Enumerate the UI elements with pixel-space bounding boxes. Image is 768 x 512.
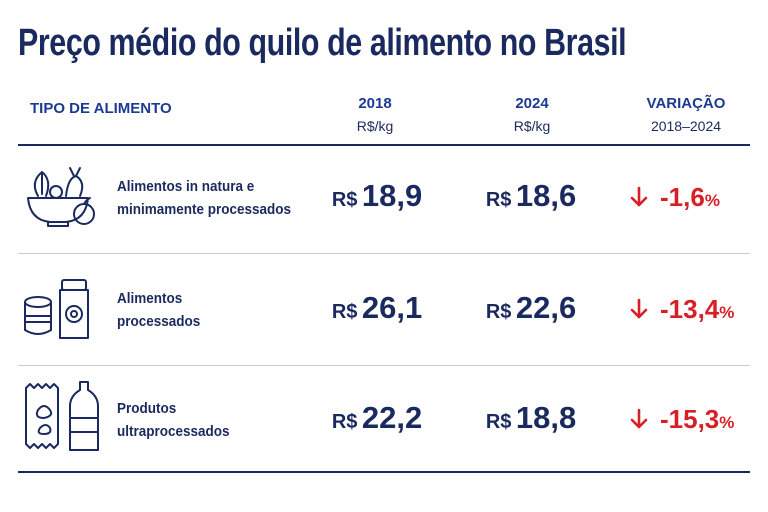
change-cell: -13,4% [630,294,734,325]
currency: R$ [485,189,512,211]
price-cell: R$ 26,1 [302,290,452,326]
change-cell: -15,3% [630,404,734,435]
price-value: 18,9 [361,178,423,213]
down-arrow [630,298,648,319]
price-cell: R$ 18,8 [456,400,606,436]
food-type: Alimentos in natura e minimamente process… [117,175,291,221]
column-header: 2024 [515,95,549,112]
column-unit: R$/kg [513,118,551,134]
food-type-line: minimamente processados [117,201,292,218]
column-header: VARIAÇÃO [646,95,726,112]
food-type-line: processados [117,313,201,330]
price-value: 18,8 [515,400,577,435]
change-suffix: % [704,191,720,210]
down-arrow [630,186,648,207]
canned-icon [24,279,89,339]
food-type: Produtos ultraprocessados [117,397,230,443]
price-cell: R$ 18,6 [456,178,606,214]
divider [18,253,750,254]
column-unit: 2018–2024 [650,118,722,134]
price-value: 18,6 [515,178,577,213]
change-value: -1,6 [660,182,705,212]
food-type-line: Alimentos in natura e [117,178,255,195]
price-cell: R$ 18,9 [302,178,452,214]
ultraprocessed-icon [25,381,99,451]
price-value: 22,2 [361,400,423,435]
price-value: 26,1 [361,290,423,325]
currency: R$ [331,189,358,211]
food-type-line: ultraprocessados [117,423,230,440]
currency: R$ [485,301,512,323]
currency: R$ [485,411,512,433]
currency: R$ [331,411,358,433]
down-arrow [630,408,648,429]
change-suffix: % [719,303,735,322]
change-suffix: % [719,413,735,432]
title: Preço médio do quilo de alimento no Bras… [18,22,627,64]
change-cell: -1,6% [630,182,720,213]
column-unit: R$/kg [356,118,394,134]
divider [18,365,750,366]
divider [18,144,750,146]
divider [18,471,750,473]
price-cell: R$ 22,6 [456,290,606,326]
price-cell: R$ 22,2 [302,400,452,436]
currency: R$ [331,301,358,323]
column-header: TIPO DE ALIMENTO [30,100,172,117]
food-type-line: Alimentos [117,290,183,307]
column-header: 2018 [358,95,392,112]
price-value: 22,6 [515,290,577,325]
food-type-line: Produtos [117,400,177,417]
food-type: Alimentos processados [117,287,200,333]
change-value: -15,3 [660,404,720,434]
change-value: -13,4 [660,294,720,324]
produce-icon [27,167,95,227]
